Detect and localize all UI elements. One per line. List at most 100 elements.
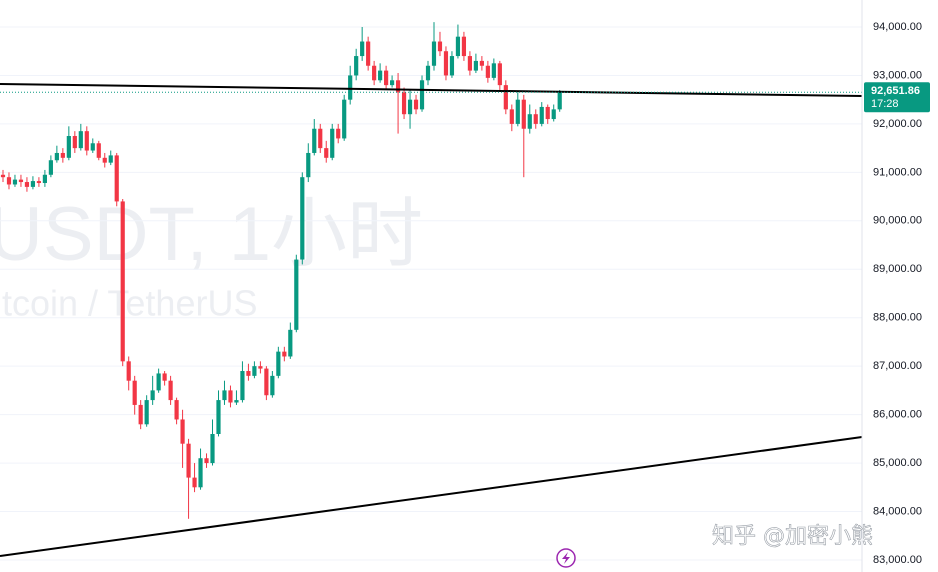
candle-body [485, 65, 490, 78]
candle-body [515, 99, 520, 124]
candle-body [557, 92, 562, 110]
candle-body [258, 366, 263, 369]
candle-body [461, 36, 467, 57]
y-tick-label: 83,000.00 [873, 554, 922, 566]
candle-body [497, 63, 502, 86]
candle-body [551, 109, 556, 120]
candle-body [216, 400, 221, 435]
candle-body [455, 36, 461, 57]
candle-body [413, 99, 419, 110]
candle-body [78, 131, 83, 149]
candle-body [246, 371, 251, 376]
y-tick-label: 84,000.00 [873, 505, 922, 517]
candle-body [240, 371, 245, 401]
candle-body [288, 329, 293, 357]
candle-body [276, 351, 281, 376]
candle-body [348, 75, 353, 100]
candle-body [180, 419, 185, 444]
candle-body [6, 177, 12, 185]
y-tick-label: 87,000.00 [873, 360, 922, 372]
candle-body [108, 155, 113, 163]
candle-body [168, 380, 173, 401]
candle-body [545, 106, 550, 120]
countdown-label: 17:28 [871, 98, 899, 110]
candle-body [372, 65, 377, 81]
y-tick-label: 90,000.00 [873, 215, 922, 227]
candle-body [330, 128, 335, 158]
candle-body [294, 259, 299, 330]
y-tick-label: 88,000.00 [873, 312, 922, 324]
candle-body [114, 155, 119, 202]
y-tick-label: 86,000.00 [873, 409, 922, 421]
candle-body [366, 41, 371, 66]
candle-body [144, 400, 149, 425]
candle-body [0, 174, 6, 178]
candle-body [42, 174, 47, 184]
trendlines [0, 82, 863, 558]
candle-body [66, 136, 71, 158]
candle-body [431, 41, 437, 66]
replay-icon[interactable] [556, 548, 576, 568]
candle-body [204, 458, 209, 464]
candle-body [174, 400, 179, 420]
candle-body [234, 400, 239, 403]
last-price-label: 92,651.86 [871, 85, 920, 97]
y-tick-label: 92,000.00 [873, 118, 922, 130]
watermark-name: itcoin / TetherUS [0, 283, 257, 324]
candle-body [60, 152, 65, 158]
candle-body [533, 114, 538, 124]
grid [0, 26, 862, 561]
candle-body [198, 458, 203, 488]
candle-body [318, 128, 323, 149]
candle-body [509, 109, 514, 124]
candle-body [384, 70, 389, 86]
candle-body [407, 99, 413, 115]
candle-body [342, 99, 347, 139]
trendline [0, 82, 863, 97]
candle-body [443, 51, 449, 76]
candle-body [425, 65, 431, 81]
candle-body [96, 143, 101, 158]
source-watermark: 知乎 @加密小熊 [712, 524, 873, 549]
candle-body [24, 182, 30, 187]
candle-body [527, 114, 532, 129]
candle-body [30, 181, 36, 187]
candle-body [491, 63, 496, 78]
candle-body [156, 373, 161, 391]
y-tick-label: 89,000.00 [873, 263, 922, 275]
candle-body [90, 143, 95, 151]
candle-body [222, 390, 227, 401]
candle-body [521, 99, 526, 129]
candle-body [84, 131, 89, 151]
y-tick-label: 94,000.00 [873, 21, 922, 33]
candle-body [210, 434, 215, 464]
candle-body [252, 366, 257, 376]
candle-body [467, 56, 473, 71]
candle-body [12, 179, 18, 185]
candle-body [312, 128, 317, 153]
candle-body [324, 148, 329, 158]
trendline [0, 436, 863, 558]
candle-body [539, 106, 544, 124]
candle-body [437, 41, 443, 52]
candle-body [18, 179, 24, 183]
candle-body [401, 92, 407, 115]
candle-body [186, 443, 191, 478]
candle-body [300, 177, 305, 260]
candle-body [306, 152, 311, 178]
candles [0, 22, 562, 519]
candle-body [126, 361, 131, 381]
candle-body [132, 380, 137, 405]
candle-body [150, 390, 155, 401]
y-tick-label: 93,000.00 [873, 69, 922, 81]
candle-body [54, 152, 59, 161]
candle-body [503, 85, 508, 110]
y-tick-label: 85,000.00 [873, 457, 922, 469]
price-axis: 83,000.00 84,000.00 85,000.00 86,000.00 87,0… [864, 21, 930, 566]
candle-body [270, 375, 275, 396]
candle-body [354, 56, 359, 76]
candle-body [360, 41, 365, 57]
candle-body [473, 60, 478, 71]
candle-body [395, 80, 401, 93]
